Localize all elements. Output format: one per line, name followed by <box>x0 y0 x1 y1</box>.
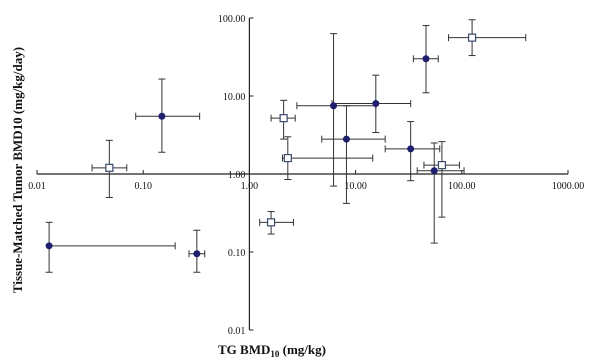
open-square-point <box>283 153 292 163</box>
filled-circle-point <box>45 242 53 250</box>
filled-circle-point <box>342 135 350 143</box>
tick-labels: 0.01 0.10 1.00 10.00 100.00 1000.00 100.00 10.0… <box>28 14 584 337</box>
x-tick-label: 100.00 <box>448 181 476 192</box>
y-tick-label: 0.01 <box>228 326 246 337</box>
x-axis-title-main: TG BMD <box>218 342 270 357</box>
filled-circle-point <box>407 145 415 153</box>
filled-circle-point <box>430 167 438 175</box>
y-tick-label: 100.00 <box>218 14 246 25</box>
y-tick-label: 10.00 <box>223 92 246 103</box>
tick-marks <box>36 17 569 331</box>
x-tick-label: 1000.00 <box>552 181 585 192</box>
y-axis-title: Tissue-Matched Tumor BMD10 (mg/kg/day) <box>10 47 25 293</box>
open-square-point <box>437 161 447 170</box>
open-square-point <box>279 114 288 123</box>
x-tick-label: 1.00 <box>241 181 259 192</box>
filled-circle-point <box>193 250 201 258</box>
error-bars <box>45 19 527 273</box>
open-square-point <box>266 218 276 227</box>
x-tick-label: 0.10 <box>134 181 152 192</box>
open-square-point <box>105 163 114 172</box>
filled-circle-point <box>422 55 430 63</box>
x-axis-title-unit: (mg/kg) <box>279 342 326 357</box>
data-markers <box>45 33 477 258</box>
y-tick-label: 0.10 <box>228 248 246 259</box>
x-tick-label: 0.01 <box>28 181 46 192</box>
filled-circle-point <box>330 102 338 110</box>
open-square-point <box>467 33 477 42</box>
filled-circle-point <box>372 100 380 108</box>
x-tick-label: 10.00 <box>344 181 367 192</box>
y-tick-label: 1.00 <box>228 170 246 181</box>
x-axis-title: TG BMD10 (mg/kg) <box>218 342 326 359</box>
x-axis-title-subscript: 10 <box>270 349 280 359</box>
axes <box>37 18 568 330</box>
filled-circle-point <box>158 112 166 120</box>
